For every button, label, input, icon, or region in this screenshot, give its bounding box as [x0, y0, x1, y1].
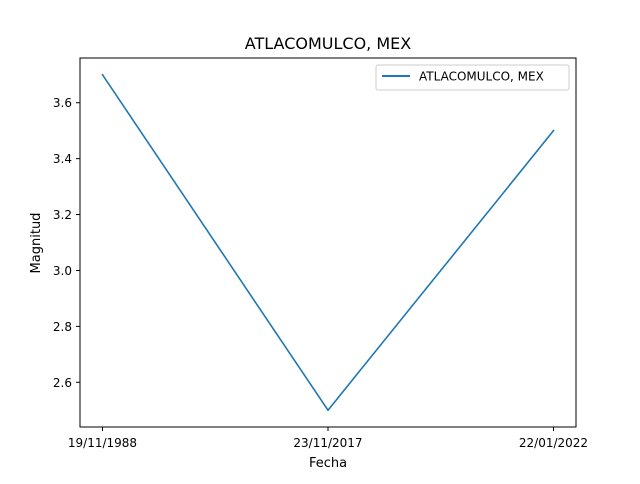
- legend-label: ATLACOMULCO, MEX: [419, 70, 544, 84]
- y-axis-label: Magnitud: [29, 213, 44, 274]
- y-tick-label: 2.6: [53, 376, 72, 390]
- data-point: [327, 409, 329, 412]
- x-tick-label: 22/01/2022: [519, 436, 588, 450]
- y-tick-label: 3.4: [53, 152, 72, 166]
- y-tick-label: 2.8: [53, 320, 72, 334]
- y-tick-label: 3.2: [53, 208, 72, 222]
- chart-title: ATLACOMULCO, MEX: [245, 34, 411, 53]
- series-layer: [101, 73, 555, 412]
- y-tick-label: 3.0: [53, 264, 72, 278]
- legend: ATLACOMULCO, MEX: [375, 64, 570, 91]
- y-tick-label: 3.6: [53, 96, 72, 110]
- x-axis-ticks: 19/11/1988 23/11/2017 22/01/2022: [68, 427, 588, 450]
- x-tick-label: 19/11/1988: [68, 436, 137, 450]
- x-axis-label: Fecha: [309, 456, 347, 471]
- legend-box: [375, 64, 570, 91]
- x-tick-label: 23/11/2017: [293, 436, 362, 450]
- data-point: [552, 129, 555, 132]
- data-point: [101, 73, 104, 76]
- y-axis-ticks: 2.6 2.8 3.0 3.2 3.4 3.6: [53, 96, 80, 390]
